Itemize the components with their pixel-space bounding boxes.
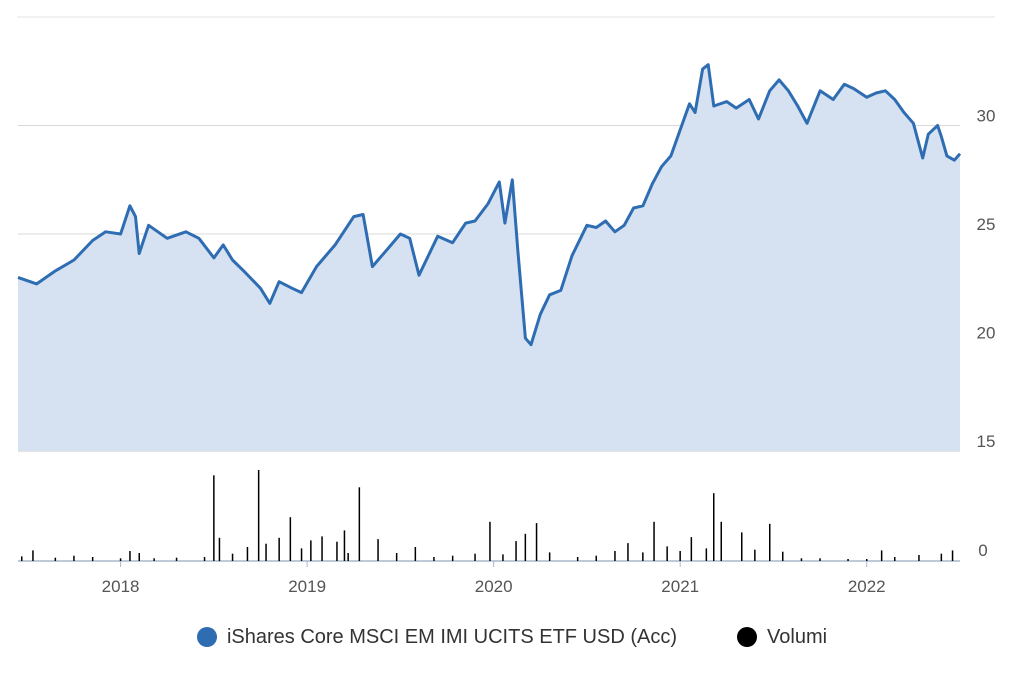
volume-bar: [138, 553, 140, 561]
volume-bar: [642, 552, 644, 561]
volume-bar: [918, 555, 920, 561]
volume-bar: [32, 550, 34, 561]
volume-bar: [451, 555, 454, 561]
legend-swatch-volume: [737, 627, 758, 647]
volume-bar: [213, 475, 215, 561]
volume-bar: [576, 557, 579, 561]
volume-bar: [627, 543, 629, 561]
y-axis-ticks: 15 20 25 30 0: [977, 107, 996, 561]
legend: iShares Core MSCI EM IMI UCITS ETF USD (…: [0, 622, 1024, 652]
volume-bar: [535, 523, 538, 561]
volume-bar: [54, 557, 57, 561]
x-tick-label: 2022: [848, 577, 886, 596]
price-area-layer: [18, 64, 960, 451]
price-volume-chart: 15 20 25 30 0 2018 2019 2020 2021 2022: [17, 16, 996, 596]
legend-item-volume[interactable]: Volumi: [737, 626, 827, 649]
x-tick-label: 2021: [661, 577, 699, 596]
volume-bar: [336, 541, 338, 561]
y-tick-label-volume: 0: [978, 541, 987, 560]
volume-bar: [203, 557, 206, 561]
volume-bar: [666, 546, 668, 561]
volume-bar: [395, 553, 398, 561]
legend-item-price[interactable]: iShares Core MSCI EM IMI UCITS ETF USD (…: [196, 625, 678, 649]
volume-bar: [377, 539, 379, 561]
volume-bar: [119, 558, 122, 561]
volume-bar: [433, 557, 435, 561]
volume-bar: [940, 553, 943, 561]
volume-bar: [524, 533, 527, 561]
volume-bar: [300, 548, 303, 561]
y-tick-label: 25: [977, 215, 996, 234]
y-tick-label: 20: [977, 324, 996, 343]
volume-bar: [653, 521, 655, 561]
x-tick-label: 2019: [288, 577, 326, 596]
volume-bar: [894, 557, 896, 561]
volume-bar: [358, 487, 361, 561]
legend-swatch-price: [196, 627, 217, 647]
volume-bar: [153, 558, 155, 561]
volume-bars: [21, 470, 954, 562]
volume-bar: [289, 517, 292, 561]
volume-bar: [73, 555, 75, 561]
price-line: [17, 63, 962, 347]
volume-bar: [847, 559, 849, 561]
volume-bar: [414, 547, 417, 561]
volume-bar: [515, 541, 517, 561]
volume-bar: [231, 553, 234, 561]
volume-bar: [754, 549, 756, 561]
volume-bar: [614, 551, 616, 561]
volume-bar: [21, 556, 23, 561]
x-tick-label: 2020: [475, 577, 513, 596]
volume-bar: [720, 521, 722, 561]
volume-bar: [548, 552, 551, 561]
price-area: [18, 64, 960, 451]
volume-bar: [91, 557, 94, 561]
volume-bar: [265, 543, 267, 561]
volume-bar: [782, 551, 784, 561]
volume-bar: [502, 554, 504, 561]
volume-bar: [321, 536, 323, 561]
volume-bar: [257, 470, 260, 561]
volume-bar: [347, 553, 349, 561]
x-axis-ticks: 2018 2019 2020 2021 2022: [102, 561, 886, 596]
volume-bar: [819, 558, 821, 561]
volume-bar: [129, 551, 131, 561]
volume-bar: [679, 551, 681, 561]
volume-bar: [343, 530, 346, 561]
legend-label-volume: Volumi: [767, 625, 828, 648]
volume-bar: [175, 557, 178, 561]
volume-bar: [310, 540, 312, 561]
volume-bar: [741, 532, 743, 561]
price-line-layer: [17, 63, 962, 347]
volume-bar: [246, 547, 249, 561]
volume-bar: [800, 558, 803, 561]
volume-bar: [690, 537, 693, 561]
volume-bar: [489, 521, 491, 561]
volume-bar: [866, 559, 868, 561]
volume-bar: [713, 493, 715, 561]
volume-bar: [218, 537, 221, 562]
volume-bar: [278, 537, 280, 562]
volume-bar: [769, 523, 771, 561]
y-tick-label: 15: [977, 432, 996, 451]
y-tick-label: 30: [977, 107, 996, 126]
volume-bar: [951, 550, 954, 561]
volume-bar: [705, 548, 708, 561]
x-tick-label: 2018: [102, 577, 140, 596]
volume-bar: [595, 555, 597, 561]
legend-label-price: iShares Core MSCI EM IMI UCITS ETF USD (…: [226, 625, 678, 648]
volume-bar: [880, 550, 883, 561]
volume-bar: [474, 553, 476, 561]
